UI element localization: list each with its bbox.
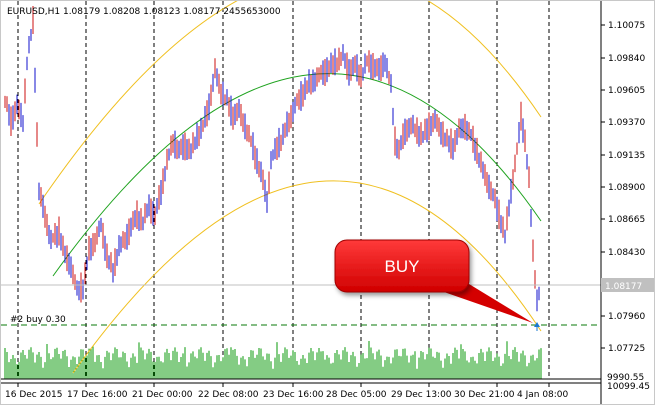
price-label: 1.09840 [608,54,645,64]
time-label: 22 Dec 08:00 [198,390,259,400]
current-price-value: 1.08177 [605,282,642,292]
price-label: 1.07960 [608,312,645,322]
callout-pointer [421,284,533,323]
time-label: 28 Dec 05:00 [326,390,387,400]
time-label: 21 Dec 00:00 [132,390,193,400]
regression-upper-band [38,1,542,205]
current-price-box [601,278,654,292]
symbol-header: EURUSD,H1 1.08179 1.08208 1.08123 1.0817… [7,7,281,17]
volume-top-label: 9990.55 [607,373,644,383]
volume-bottom-label: 10099.45 [607,382,650,392]
price-label: 1.07725 [608,344,645,354]
price-label: 1.09370 [608,118,645,128]
price-label: 1.08900 [608,183,645,193]
time-label: 17 Dec 16:00 [67,390,128,400]
time-label: 4 Jan 08:00 [517,390,569,400]
order-label: #2 buy 0.30 [10,315,66,325]
buy-callout[interactable] [334,239,470,293]
time-label: 16 Dec 2015 [5,390,63,400]
price-label: 1.10075 [608,21,645,31]
time-label: 23 Dec 16:00 [263,390,324,400]
price-label: 1.08665 [608,215,645,225]
time-label: 29 Dec 13:00 [391,390,452,400]
up-arrow-icon [534,322,540,331]
buy-callout-text: BUY [385,257,420,276]
time-label: 30 Dec 21:00 [454,390,515,400]
regression-lower-band [72,180,542,374]
price-label: 1.09605 [608,86,645,96]
price-label: 1.08430 [608,248,645,258]
price-label: 1.09135 [608,151,645,161]
